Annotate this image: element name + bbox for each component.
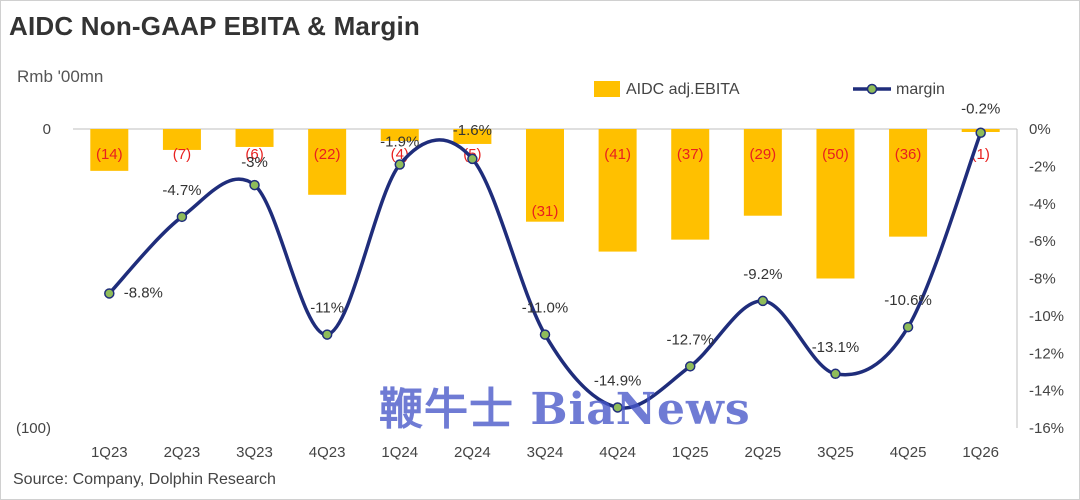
- margin-value-label: -14.9%: [594, 372, 642, 389]
- x-axis-tick-label: 4Q25: [890, 444, 927, 461]
- bar-value-label: (22): [314, 146, 341, 163]
- bar-value-label: (6): [245, 146, 263, 163]
- left-axis-tick-label: 0: [43, 121, 51, 138]
- margin-value-label: -1.9%: [380, 134, 419, 151]
- x-axis-tick-label: 1Q23: [91, 444, 128, 461]
- x-axis-tick-label: 2Q25: [744, 444, 781, 461]
- bar-ebita: [816, 129, 855, 279]
- x-axis-tick-label: 2Q23: [164, 444, 201, 461]
- x-axis-tick-label: 2Q24: [454, 444, 491, 461]
- margin-point: [467, 153, 478, 165]
- margin-point: [394, 159, 406, 170]
- legend-label-margin: margin: [896, 81, 945, 98]
- right-axis-tick-label: -12%: [1029, 345, 1064, 362]
- x-axis-tick-label: 3Q24: [527, 444, 564, 461]
- right-axis-tick-label: -6%: [1029, 233, 1056, 250]
- x-axis-tick-label: 4Q23: [309, 444, 346, 461]
- x-axis-tick-label: 1Q25: [672, 444, 709, 461]
- legend-marker-margin: [866, 83, 878, 95]
- legend-label-ebita: AIDC adj.EBITA: [626, 81, 740, 98]
- bar-value-label: (36): [895, 146, 922, 163]
- right-axis-tick-label: -10%: [1029, 308, 1064, 325]
- margin-point: [757, 295, 769, 307]
- bar-ebita: [889, 129, 928, 237]
- margin-value-label: -11.0%: [522, 300, 568, 317]
- right-axis-tick-label: -16%: [1029, 420, 1064, 437]
- margin-value-label: -4.7%: [162, 182, 201, 199]
- margin-point: [684, 361, 696, 372]
- bar-ebita: [453, 129, 492, 144]
- watermark: 鞭牛士 BiaNews: [379, 384, 751, 435]
- source-note: Source: Company, Dolphin Research: [13, 471, 276, 488]
- margin-point: [612, 402, 623, 413]
- margin-point: [321, 329, 333, 340]
- margin-point: [104, 288, 115, 299]
- bar-ebita: [162, 129, 201, 150]
- bar-ebita: [90, 129, 129, 171]
- bar-ebita: [380, 129, 419, 141]
- bar-value-label: (41): [604, 146, 631, 163]
- x-axis-tick-label: 1Q26: [962, 444, 999, 461]
- right-axis-tick-label: -14%: [1029, 383, 1064, 400]
- bar-value-label: (37): [677, 146, 704, 163]
- bar-value-label: (29): [750, 146, 777, 163]
- margin-value-label: -13.1%: [812, 339, 860, 356]
- margin-value-label: -1.6%: [453, 122, 492, 139]
- margin-point: [539, 329, 551, 340]
- x-axis-tick-label: 3Q25: [817, 444, 854, 461]
- margin-value-label: -10.6%: [884, 292, 932, 309]
- x-axis-tick-label: 1Q24: [381, 444, 418, 461]
- margin-value-label: -8.8%: [124, 284, 163, 301]
- margin-value-label: -12.7%: [666, 331, 714, 348]
- margin-value-label: -11%: [310, 300, 344, 317]
- margin-point: [176, 211, 188, 223]
- legend-swatch-ebita: [594, 81, 620, 97]
- right-axis-tick-label: -8%: [1029, 271, 1056, 288]
- bar-ebita: [308, 129, 347, 195]
- bar-ebita: [671, 129, 710, 240]
- bar-value-label: (14): [96, 146, 123, 163]
- margin-value-label: -9.2%: [743, 266, 782, 283]
- chart-title: AIDC Non-GAAP EBITA & Margin: [9, 11, 420, 41]
- bar-value-label: (7): [173, 146, 191, 163]
- margin-point: [902, 321, 914, 333]
- margin-point: [830, 368, 841, 380]
- margin-value-label: -0.2%: [961, 101, 1000, 118]
- right-axis-tick-label: 0%: [1029, 121, 1051, 138]
- x-axis-tick-label: 3Q23: [236, 444, 273, 461]
- left-axis-unit: Rmb '00mn: [17, 67, 104, 86]
- bar-value-label: (50): [822, 146, 849, 163]
- bar-ebita: [598, 129, 637, 252]
- margin-point: [249, 179, 260, 191]
- left-axis-tick-label: (100): [16, 420, 51, 437]
- right-axis-tick-label: -2%: [1029, 158, 1056, 175]
- bar-value-label: (31): [532, 203, 559, 220]
- right-axis-tick-label: -4%: [1029, 196, 1056, 213]
- margin-value-label: -3%: [241, 154, 268, 171]
- x-axis-tick-label: 4Q24: [599, 444, 636, 461]
- margin-point: [975, 127, 986, 138]
- bar-ebita: [235, 129, 274, 147]
- bar-ebita: [743, 129, 782, 216]
- bar-ebita: [526, 129, 564, 222]
